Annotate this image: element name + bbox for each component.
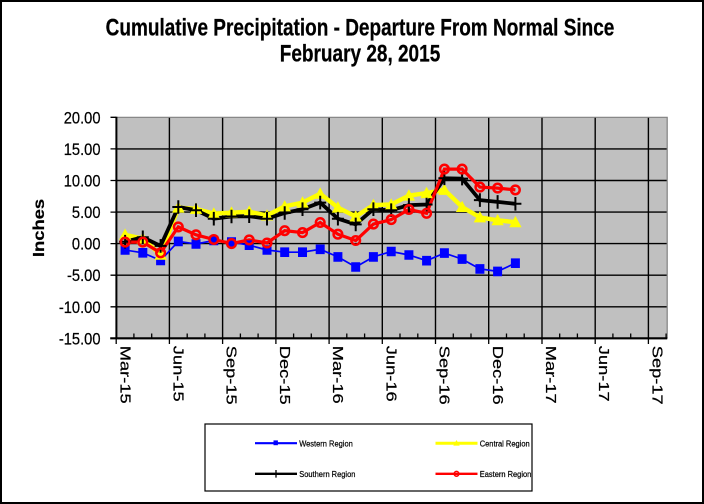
svg-text:Eastern Region: Eastern Region — [480, 470, 532, 479]
svg-text:Mar-17: Mar-17 — [542, 346, 558, 404]
svg-text:February 28, 2015: February 28, 2015 — [280, 41, 441, 68]
svg-text:0.00: 0.00 — [72, 236, 101, 254]
svg-text:Mar-16: Mar-16 — [330, 346, 346, 404]
svg-text:15.00: 15.00 — [64, 141, 101, 159]
svg-text:Western Region: Western Region — [299, 439, 353, 448]
svg-text:10.00: 10.00 — [64, 173, 101, 191]
svg-text:-5.00: -5.00 — [67, 267, 101, 285]
svg-text:-15.00: -15.00 — [59, 331, 101, 349]
svg-text:Jun-17: Jun-17 — [596, 346, 612, 402]
svg-text:-10.00: -10.00 — [59, 299, 101, 317]
svg-text:Central Region: Central Region — [480, 439, 530, 448]
svg-text:20.00: 20.00 — [64, 110, 101, 128]
svg-text:Jun-16: Jun-16 — [383, 346, 399, 402]
svg-text:Inches: Inches — [29, 199, 48, 257]
svg-text:Jun-15: Jun-15 — [170, 346, 186, 402]
svg-text:Dec-15: Dec-15 — [276, 346, 292, 405]
svg-text:5.00: 5.00 — [72, 204, 101, 222]
svg-text:Dec-16: Dec-16 — [489, 346, 505, 405]
svg-text:Mar-15: Mar-15 — [117, 346, 133, 404]
svg-text:Cumulative Precipitation - Dep: Cumulative Precipitation - Departure Fro… — [106, 15, 615, 42]
svg-text:Sep-15: Sep-15 — [223, 346, 239, 405]
svg-text:Sep-16: Sep-16 — [436, 346, 452, 405]
svg-text:Sep-17: Sep-17 — [649, 346, 665, 405]
svg-text:Southern Region: Southern Region — [299, 470, 355, 479]
